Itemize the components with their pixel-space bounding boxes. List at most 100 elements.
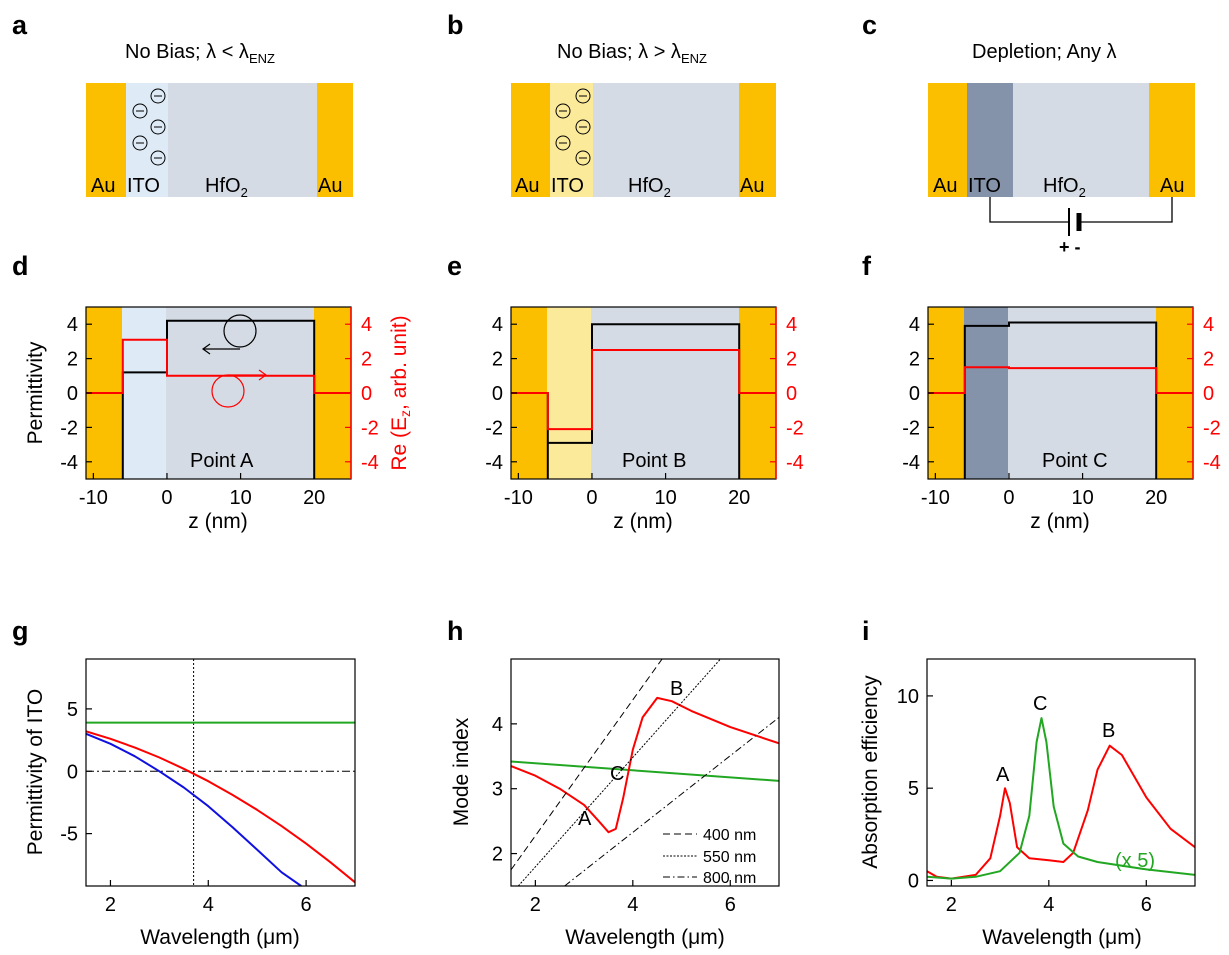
ez-field-line bbox=[86, 338, 351, 394]
label-au-right: Au bbox=[740, 175, 764, 197]
ez-field-line bbox=[511, 349, 776, 431]
y-tick-label: 3 bbox=[492, 779, 503, 801]
flow-arrows bbox=[201, 314, 268, 408]
label-hfo2: HfO2 bbox=[1043, 175, 1086, 200]
y-axis-title: Mode index bbox=[450, 717, 473, 826]
x-tick-label: 20 bbox=[303, 487, 325, 509]
annotation-A: A bbox=[578, 808, 592, 830]
x-tick-label: 2 bbox=[530, 894, 541, 916]
panel-label-h: h bbox=[447, 616, 464, 646]
y2-tick-label: -4 bbox=[361, 452, 379, 474]
x-tick-label: 4 bbox=[627, 894, 638, 916]
x-tick-label: 20 bbox=[1145, 487, 1167, 509]
ez-field-line bbox=[928, 366, 1193, 394]
y-tick-label: 0 bbox=[67, 761, 78, 783]
label-au-left: Au bbox=[515, 175, 539, 197]
x-tick-label: 6 bbox=[1141, 894, 1152, 916]
y-tick-label: -4 bbox=[485, 452, 503, 474]
x-tick-label: -10 bbox=[504, 487, 533, 509]
x-tick-label: -10 bbox=[921, 487, 950, 509]
ito-region bbox=[122, 307, 166, 479]
y-tick-label: 10 bbox=[897, 686, 919, 708]
panel-label-f: f bbox=[862, 251, 872, 281]
x-axis-title: z (nm) bbox=[1030, 510, 1090, 533]
y-tick-label: -4 bbox=[902, 452, 920, 474]
y-tick-label: 2 bbox=[909, 349, 920, 371]
y2-tick-label: 4 bbox=[786, 314, 797, 336]
point-label: Point B bbox=[622, 450, 686, 472]
y-tick-label: -4 bbox=[60, 452, 78, 474]
x-tick-label: 2 bbox=[946, 894, 957, 916]
series-line-red bbox=[86, 730, 355, 884]
y-tick-label: 5 bbox=[67, 699, 78, 721]
x-tick-label: 6 bbox=[301, 894, 312, 916]
y2-tick-label: 2 bbox=[361, 349, 372, 371]
au-layer-left bbox=[86, 83, 126, 197]
y-axis-title: Absorption efficiency bbox=[859, 675, 882, 869]
y2-tick-label: 0 bbox=[361, 383, 372, 405]
plot-frame bbox=[85, 658, 356, 887]
y-tick-label: 0 bbox=[492, 383, 503, 405]
panel-label-g: g bbox=[12, 616, 29, 646]
y-tick-label: 0 bbox=[908, 870, 919, 892]
x-tick-label: 6 bbox=[725, 894, 736, 916]
ito-layer bbox=[967, 83, 1013, 197]
y-tick-label: 5 bbox=[908, 778, 919, 800]
x-axis-title: Wavelength (μm) bbox=[982, 926, 1142, 949]
y-tick-label: 4 bbox=[492, 314, 503, 336]
light-line-800 bbox=[564, 717, 779, 886]
au-layer-right bbox=[1149, 83, 1195, 197]
x-tick-label: 2 bbox=[105, 894, 116, 916]
label-ito: ITO bbox=[127, 175, 160, 197]
au-layer-left bbox=[928, 83, 967, 197]
legend-label-800: 800 nm bbox=[703, 870, 756, 887]
ito-region bbox=[547, 307, 591, 479]
y-tick-label: 4 bbox=[67, 314, 78, 336]
y-tick-label: -5 bbox=[60, 824, 78, 846]
y2-tick-label: 2 bbox=[786, 349, 797, 371]
y2-tick-label: -2 bbox=[361, 417, 379, 439]
electron-icons bbox=[132, 88, 166, 166]
x-tick-label: 0 bbox=[1003, 487, 1014, 509]
chart-e: Point B z (nm) bbox=[510, 306, 777, 533]
hfo2-region bbox=[1008, 307, 1156, 479]
y2-tick-label: -2 bbox=[1203, 417, 1221, 439]
hfo2-region bbox=[166, 307, 314, 479]
panel-label-e: e bbox=[447, 251, 462, 281]
x-tick-label: 0 bbox=[586, 487, 597, 509]
annotation-C: C bbox=[610, 763, 624, 785]
label-hfo2: HfO2 bbox=[205, 175, 248, 200]
label-au-left: Au bbox=[933, 175, 957, 197]
y-tick-label: 2 bbox=[492, 844, 503, 866]
ito-region bbox=[964, 307, 1008, 479]
battery-polarity-label: + - bbox=[1059, 237, 1081, 257]
schematic-b: No Bias; λ > λENZ Au ITO HfO2 Au bbox=[511, 41, 776, 200]
panel-label-i: i bbox=[862, 616, 870, 646]
y-axis-title: Permittivity of ITO bbox=[24, 689, 47, 855]
y-tick-label: 0 bbox=[67, 383, 78, 405]
chart-h: Mode index Wavelength (μm) 400 nm 550 nm… bbox=[450, 658, 780, 949]
panel-label-c: c bbox=[862, 10, 877, 40]
x-tick-label: 4 bbox=[203, 894, 214, 916]
chart-d: Point A Permittivity Re (Ez, arb. unit) … bbox=[24, 306, 413, 533]
x-tick-label: 10 bbox=[229, 487, 251, 509]
title-a: No Bias; λ < λENZ bbox=[125, 41, 275, 66]
permittivity-line bbox=[928, 321, 1193, 479]
x-tick-label: 10 bbox=[654, 487, 676, 509]
au-layer-right bbox=[739, 83, 776, 197]
y2-tick-label: -2 bbox=[786, 417, 804, 439]
legend: 400 nm 550 nm 800 nm bbox=[663, 827, 756, 887]
legend-label-550: 550 nm bbox=[703, 849, 756, 866]
title-c: Depletion; Any λ bbox=[972, 41, 1117, 63]
x-axis-title: z (nm) bbox=[188, 510, 248, 533]
y-tick-label: 0 bbox=[909, 383, 920, 405]
schematic-c: Depletion; Any λ Au ITO HfO2 Au + - bbox=[928, 41, 1195, 257]
y-tick-label: 2 bbox=[492, 349, 503, 371]
au-layer-left bbox=[511, 83, 550, 197]
hfo2-layer bbox=[593, 83, 739, 197]
x-tick-label: 4 bbox=[1043, 894, 1054, 916]
y2-tick-label: 2 bbox=[1203, 349, 1214, 371]
series-line-green bbox=[927, 717, 1195, 880]
y2-tick-label: -4 bbox=[786, 452, 804, 474]
